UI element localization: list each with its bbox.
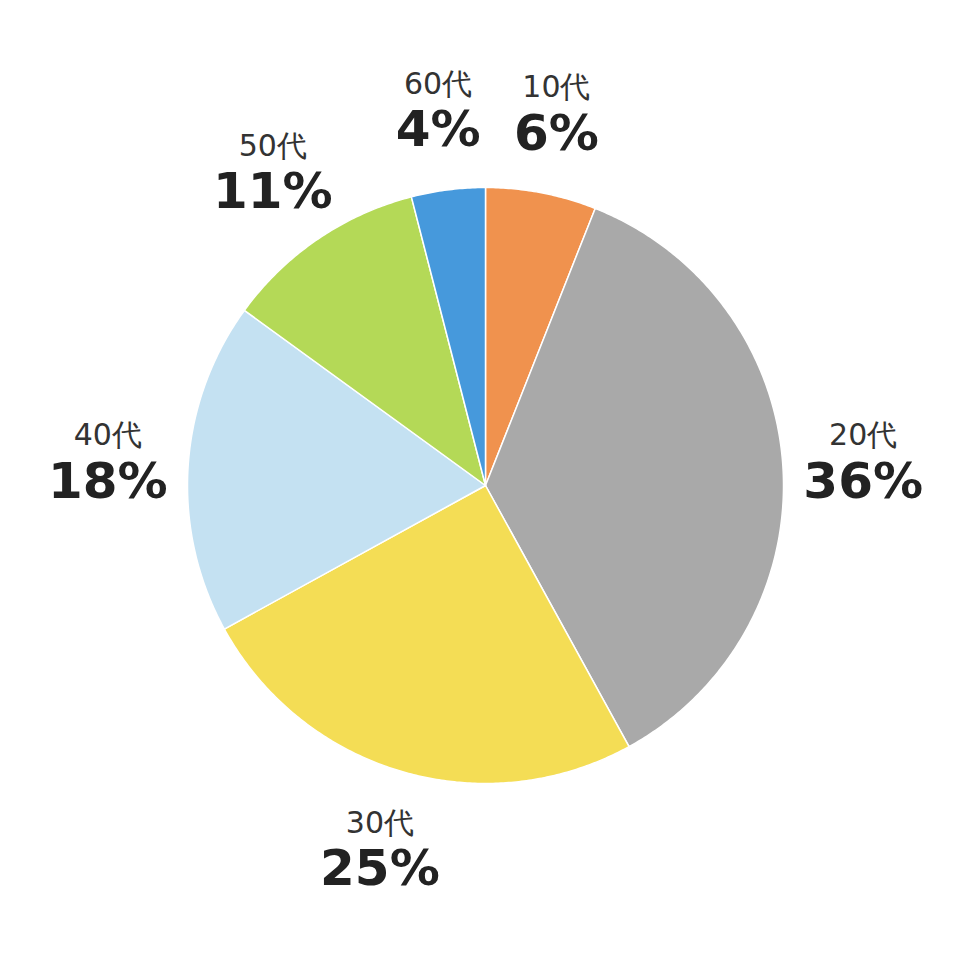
svg-text:30代: 30代 bbox=[346, 805, 414, 840]
svg-text:25%: 25% bbox=[320, 839, 440, 897]
svg-text:4%: 4% bbox=[396, 100, 481, 158]
svg-text:60代: 60代 bbox=[404, 66, 472, 101]
svg-text:11%: 11% bbox=[213, 162, 333, 220]
svg-text:18%: 18% bbox=[48, 452, 168, 510]
svg-text:20代: 20代 bbox=[829, 417, 897, 452]
svg-text:40代: 40代 bbox=[74, 417, 142, 452]
svg-text:6%: 6% bbox=[514, 104, 599, 162]
svg-text:10代: 10代 bbox=[522, 69, 590, 104]
svg-text:36%: 36% bbox=[803, 452, 923, 510]
svg-text:50代: 50代 bbox=[239, 128, 307, 163]
